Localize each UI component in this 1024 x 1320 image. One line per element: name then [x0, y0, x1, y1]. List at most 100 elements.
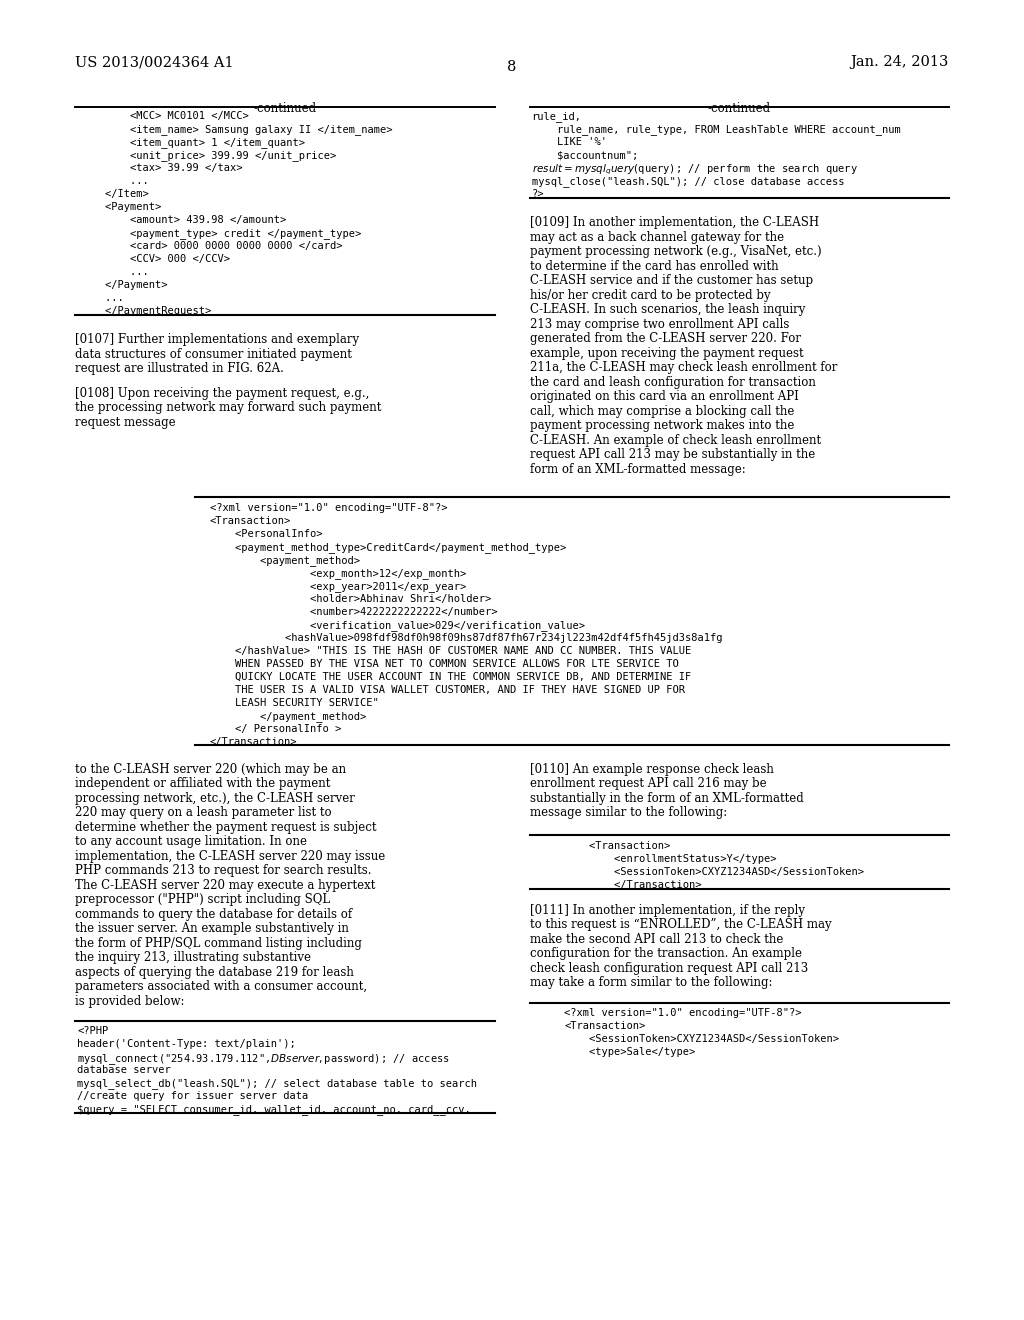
Text: parameters associated with a consumer account,: parameters associated with a consumer ac…	[75, 981, 368, 994]
Text: make the second API call 213 to check the: make the second API call 213 to check th…	[529, 933, 783, 946]
Text: processing network, etc.), the C-LEASH server: processing network, etc.), the C-LEASH s…	[75, 792, 355, 805]
Text: -continued: -continued	[708, 102, 771, 115]
Text: to this request is “ENROLLED”, the C-LEASH may: to this request is “ENROLLED”, the C-LEA…	[529, 919, 831, 932]
Text: [0111] In another implementation, if the reply: [0111] In another implementation, if the…	[529, 904, 805, 917]
Text: rule_name, rule_type, FROM LeashTable WHERE account_num: rule_name, rule_type, FROM LeashTable WH…	[531, 124, 900, 135]
Text: [0110] An example response check leash: [0110] An example response check leash	[529, 763, 773, 776]
Text: data structures of consumer initiated payment: data structures of consumer initiated pa…	[75, 347, 352, 360]
Text: </hashValue> "THIS IS THE HASH OF CUSTOMER NAME AND CC NUMBER. THIS VALUE: </hashValue> "THIS IS THE HASH OF CUSTOM…	[210, 645, 691, 656]
Text: </Payment>: </Payment>	[80, 280, 168, 290]
Text: </Transaction>: </Transaction>	[210, 737, 298, 747]
Text: LIKE '%': LIKE '%'	[531, 137, 606, 147]
Text: [0108] Upon receiving the payment request, e.g.,: [0108] Upon receiving the payment reques…	[75, 387, 370, 400]
Text: 220 may query on a leash parameter list to: 220 may query on a leash parameter list …	[75, 807, 332, 820]
Text: <number>4222222222222</number>: <number>4222222222222</number>	[210, 607, 498, 616]
Text: <CCV> 000 </CCV>: <CCV> 000 </CCV>	[80, 253, 230, 264]
Text: payment processing network makes into the: payment processing network makes into th…	[529, 418, 794, 432]
Text: <payment_method>: <payment_method>	[210, 556, 360, 566]
Text: <holder>Abhinav Shri</holder>: <holder>Abhinav Shri</holder>	[210, 594, 492, 605]
Text: <hashValue>098fdf98df0h98f09hs87df87fh67r234jl223m42df4f5fh45jd3s8a1fg: <hashValue>098fdf98df0h98f09hs87df87fh67…	[210, 634, 723, 643]
Text: <exp_month>12</exp_month>: <exp_month>12</exp_month>	[210, 568, 466, 579]
Text: LEASH SECURITY SERVICE": LEASH SECURITY SERVICE"	[210, 698, 379, 708]
Text: 213 may comprise two enrollment API calls: 213 may comprise two enrollment API call…	[529, 318, 788, 330]
Text: <Transaction>: <Transaction>	[564, 841, 671, 851]
Text: may act as a back channel gateway for the: may act as a back channel gateway for th…	[529, 231, 783, 244]
Text: determine whether the payment request is subject: determine whether the payment request is…	[75, 821, 377, 834]
Text: <item_quant> 1 </item_quant>: <item_quant> 1 </item_quant>	[80, 137, 305, 148]
Text: WHEN PASSED BY THE VISA NET TO COMMON SERVICE ALLOWS FOR LTE SERVICE TO: WHEN PASSED BY THE VISA NET TO COMMON SE…	[210, 659, 679, 669]
Text: $result = mysql_query($query); // perform the search query: $result = mysql_query($query); // perfor…	[531, 162, 857, 177]
Text: <Payment>: <Payment>	[80, 202, 161, 213]
Text: example, upon receiving the payment request: example, upon receiving the payment requ…	[529, 347, 803, 359]
Text: mysql_connect("254.93.179.112",$DBserver,$password); // access: mysql_connect("254.93.179.112",$DBserver…	[77, 1052, 450, 1067]
Text: request are illustrated in FIG. 62A.: request are illustrated in FIG. 62A.	[75, 362, 284, 375]
Text: may take a form similar to the following:: may take a form similar to the following…	[529, 977, 772, 990]
Text: payment processing network (e.g., VisaNet, etc.): payment processing network (e.g., VisaNe…	[529, 246, 821, 259]
Text: <type>Sale</type>: <type>Sale</type>	[564, 1047, 695, 1057]
Text: <exp_year>2011</exp_year>: <exp_year>2011</exp_year>	[210, 581, 466, 591]
Text: preprocessor ("PHP") script including SQL: preprocessor ("PHP") script including SQ…	[75, 894, 330, 907]
Text: <enrollmentStatus>Y</type>: <enrollmentStatus>Y</type>	[564, 854, 777, 863]
Text: 211a, the C-LEASH may check leash enrollment for: 211a, the C-LEASH may check leash enroll…	[529, 362, 837, 374]
Text: C-LEASH. In such scenarios, the leash inquiry: C-LEASH. In such scenarios, the leash in…	[529, 304, 805, 315]
Text: configuration for the transaction. An example: configuration for the transaction. An ex…	[529, 948, 802, 961]
Text: mysql_select_db("leash.SQL"); // select database table to search: mysql_select_db("leash.SQL"); // select …	[77, 1078, 477, 1089]
Text: <SessionToken>CXYZ1234ASD</SessionToken>: <SessionToken>CXYZ1234ASD</SessionToken>	[564, 1034, 840, 1044]
Text: the processing network may forward such payment: the processing network may forward such …	[75, 401, 381, 414]
Text: </Transaction>: </Transaction>	[564, 880, 702, 890]
Text: the issuer server. An example substantively in: the issuer server. An example substantiv…	[75, 923, 349, 936]
Text: ...: ...	[80, 267, 148, 277]
Text: <?xml version="1.0" encoding="UTF-8"?>: <?xml version="1.0" encoding="UTF-8"?>	[564, 1008, 802, 1018]
Text: US 2013/0024364 A1: US 2013/0024364 A1	[75, 55, 233, 69]
Text: <PersonalInfo>: <PersonalInfo>	[210, 529, 323, 539]
Text: the card and leash configuration for transaction: the card and leash configuration for tra…	[529, 376, 815, 388]
Text: </payment_method>: </payment_method>	[210, 711, 367, 722]
Text: <?PHP: <?PHP	[77, 1027, 109, 1036]
Text: $accountnum";: $accountnum";	[531, 150, 638, 160]
Text: </ PersonalInfo >: </ PersonalInfo >	[210, 725, 341, 734]
Text: enrollment request API call 216 may be: enrollment request API call 216 may be	[529, 777, 766, 791]
Text: The C-LEASH server 220 may execute a hypertext: The C-LEASH server 220 may execute a hyp…	[75, 879, 376, 892]
Text: his/or her credit card to be protected by: his/or her credit card to be protected b…	[529, 289, 770, 301]
Text: <verification_value>029</verification_value>: <verification_value>029</verification_va…	[210, 620, 585, 631]
Text: to any account usage limitation. In one: to any account usage limitation. In one	[75, 836, 307, 849]
Text: originated on this card via an enrollment API: originated on this card via an enrollmen…	[529, 391, 799, 403]
Text: ...: ...	[80, 293, 124, 304]
Text: [0107] Further implementations and exemplary: [0107] Further implementations and exemp…	[75, 333, 359, 346]
Text: message similar to the following:: message similar to the following:	[529, 807, 727, 820]
Text: PHP commands 213 to request for search results.: PHP commands 213 to request for search r…	[75, 865, 372, 878]
Text: [0109] In another implementation, the C-LEASH: [0109] In another implementation, the C-…	[529, 216, 818, 230]
Text: <tax> 39.99 </tax>: <tax> 39.99 </tax>	[80, 162, 243, 173]
Text: the inquiry 213, illustrating substantive: the inquiry 213, illustrating substantiv…	[75, 952, 311, 965]
Text: <?xml version="1.0" encoding="UTF-8"?>: <?xml version="1.0" encoding="UTF-8"?>	[210, 503, 447, 513]
Text: $query = "SELECT consumer_id, wallet_id, account_no, card__ccv,: $query = "SELECT consumer_id, wallet_id,…	[77, 1105, 471, 1115]
Text: request API call 213 may be substantially in the: request API call 213 may be substantiall…	[529, 447, 815, 461]
Text: the form of PHP/SQL command listing including: the form of PHP/SQL command listing incl…	[75, 937, 361, 950]
Text: <Transaction>: <Transaction>	[564, 1020, 646, 1031]
Text: implementation, the C-LEASH server 220 may issue: implementation, the C-LEASH server 220 m…	[75, 850, 385, 863]
Text: to the C-LEASH server 220 (which may be an: to the C-LEASH server 220 (which may be …	[75, 763, 346, 776]
Text: request message: request message	[75, 416, 176, 429]
Text: header('Content-Type: text/plain');: header('Content-Type: text/plain');	[77, 1039, 296, 1049]
Text: <item_name> Samsung galaxy II </item_name>: <item_name> Samsung galaxy II </item_nam…	[80, 124, 392, 135]
Text: C-LEASH. An example of check leash enrollment: C-LEASH. An example of check leash enrol…	[529, 433, 820, 446]
Text: form of an XML-formatted message:: form of an XML-formatted message:	[529, 462, 745, 475]
Text: <MCC> MC0101 </MCC>: <MCC> MC0101 </MCC>	[80, 111, 249, 121]
Text: QUICKY LOCATE THE USER ACCOUNT IN THE COMMON SERVICE DB, AND DETERMINE IF: QUICKY LOCATE THE USER ACCOUNT IN THE CO…	[210, 672, 691, 682]
Text: independent or affiliated with the payment: independent or affiliated with the payme…	[75, 777, 331, 791]
Text: <payment_type> credit </payment_type>: <payment_type> credit </payment_type>	[80, 228, 361, 239]
Text: <Transaction>: <Transaction>	[210, 516, 291, 527]
Text: call, which may comprise a blocking call the: call, which may comprise a blocking call…	[529, 405, 794, 417]
Text: Jan. 24, 2013: Jan. 24, 2013	[851, 55, 949, 69]
Text: database server: database server	[77, 1065, 171, 1076]
Text: 8: 8	[507, 59, 517, 74]
Text: THE USER IS A VALID VISA WALLET CUSTOMER, AND IF THEY HAVE SIGNED UP FOR: THE USER IS A VALID VISA WALLET CUSTOMER…	[210, 685, 685, 696]
Text: substantially in the form of an XML-formatted: substantially in the form of an XML-form…	[529, 792, 803, 805]
Text: </PaymentRequest>: </PaymentRequest>	[80, 306, 211, 315]
Text: to determine if the card has enrolled with: to determine if the card has enrolled wi…	[529, 260, 778, 273]
Text: ?>: ?>	[531, 189, 544, 199]
Text: -continued: -continued	[253, 102, 316, 115]
Text: aspects of querying the database 219 for leash: aspects of querying the database 219 for…	[75, 966, 354, 979]
Text: generated from the C-LEASH server 220. For: generated from the C-LEASH server 220. F…	[529, 333, 801, 345]
Text: rule_id,: rule_id,	[531, 111, 582, 121]
